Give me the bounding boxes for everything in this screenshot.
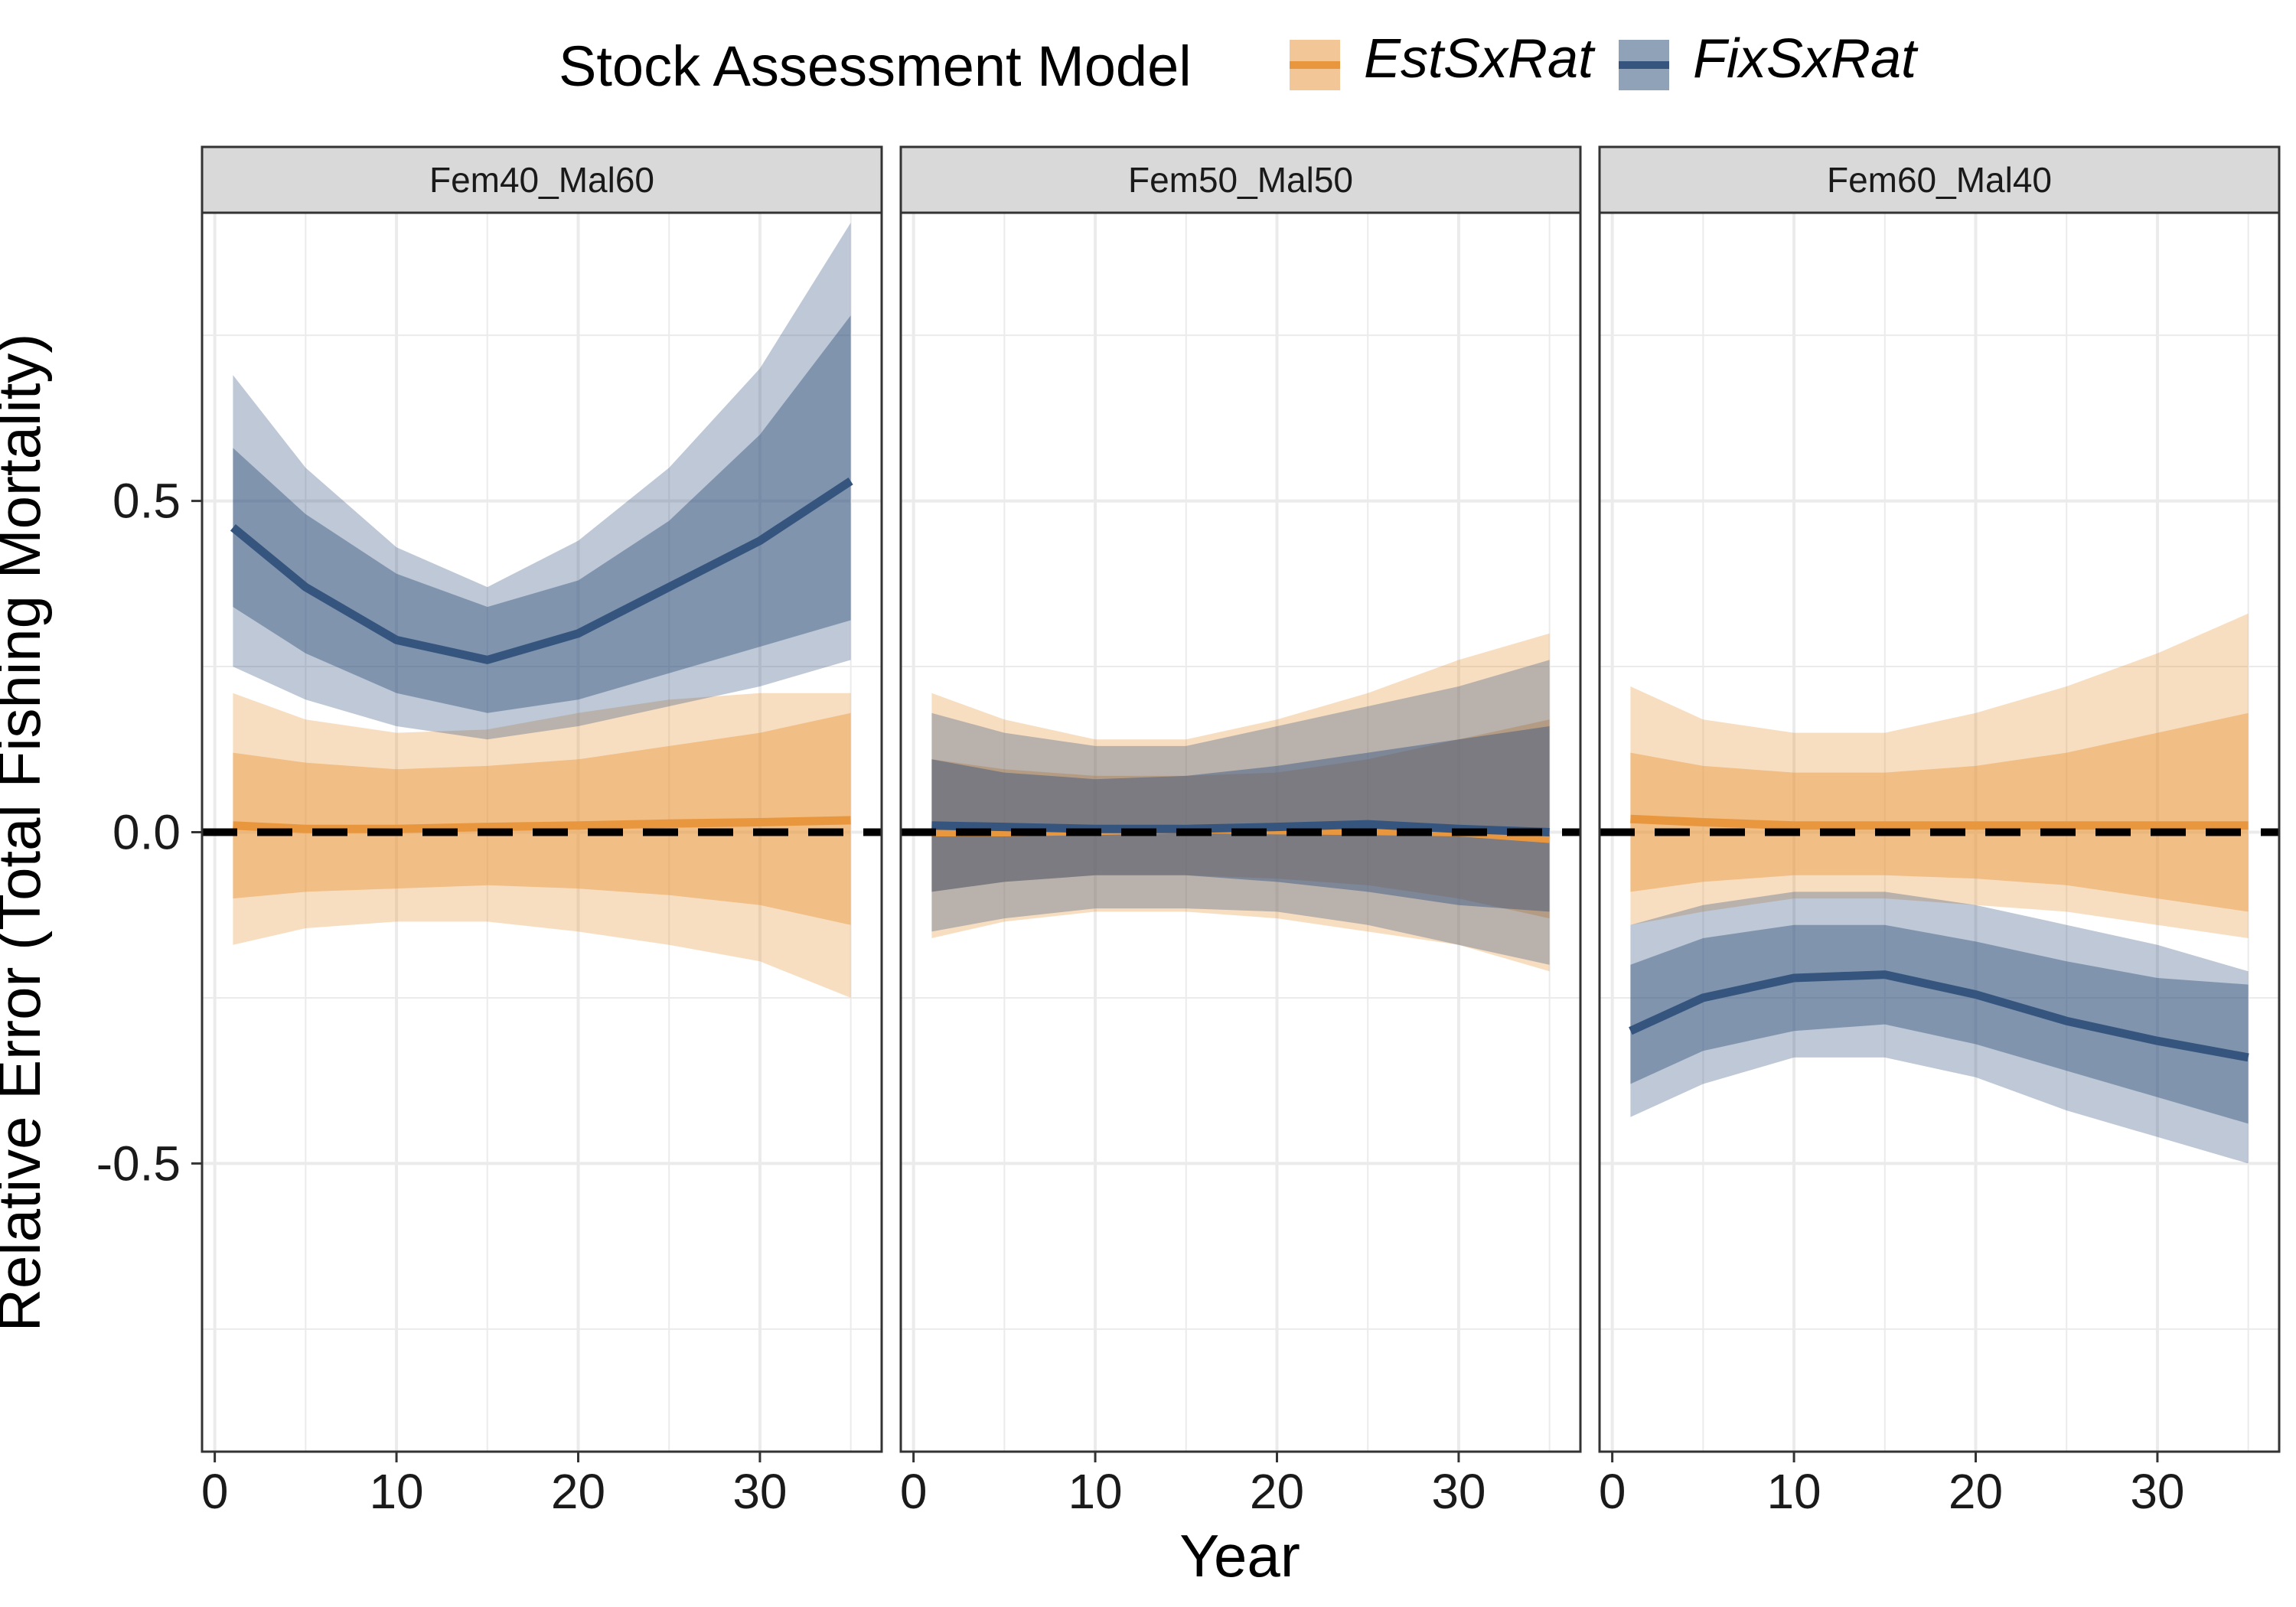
legend-line-estsxrat [1290,61,1340,69]
x-tick-label: 20 [1250,1464,1304,1519]
legend-label-estsxrat: EstSxRat [1364,28,1596,90]
facet-label: Fem40_Mal60 [429,160,654,200]
ribbon-inner-estsxrat [1630,712,2249,912]
y-tick-label: 0.5 [113,474,181,529]
median-line-fixsxrat [1629,970,2249,1062]
legend-title: Stock Assessment Model [559,34,1192,98]
median-line-estsxrat [1630,814,2249,830]
y-axis-title: Relative Error (Total Fishing Mortality) [0,334,53,1332]
median-line-fixsxrat [931,820,1550,836]
ribbon-inner-fixsxrat [1630,924,2249,1124]
x-tick-label: 30 [1431,1464,1486,1519]
ribbon-outer-estsxrat [931,633,1550,972]
x-tick-label: 10 [1068,1464,1122,1519]
ribbon-inner-estsxrat [233,712,851,925]
ribbon-outer-fixsxrat [233,223,851,740]
facet-strip [1598,145,2281,214]
legend-label-fixsxrat: FixSxRat [1693,28,1919,90]
x-axis-title: Year [1179,1522,1300,1589]
ribbon-outer-fixsxrat [931,660,1550,965]
panel: Fem50_Mal50 0 10 20 30 [899,145,1582,1519]
x-tick-label: 20 [551,1464,605,1519]
x-tick-label: 30 [2130,1464,2184,1519]
ribbon-inner-estsxrat [931,719,1550,919]
ribbon-inner-fixsxrat [931,726,1550,912]
y-tick-label: 0.0 [113,805,181,860]
panel: Fem60_Mal40 0 10 20 30 [1598,145,2281,1519]
y-tick-labels: -0.5 0.0 0.5 [96,474,202,1191]
facet-strip [899,145,1582,214]
ribbon-inner-fixsxrat [233,315,851,713]
legend-line-fixsxrat [1619,61,1669,69]
x-tick-label: 0 [201,1464,229,1519]
facet-label: Fem60_Mal40 [1827,160,2052,200]
x-tick-label: 20 [1949,1464,2003,1519]
ribbon-outer-fixsxrat [1630,892,2249,1164]
facet-label: Fem50_Mal50 [1128,160,1353,200]
y-tick-label: -0.5 [96,1136,181,1191]
legend: Stock Assessment Model EstSxRat FixSxRat [559,28,1919,98]
x-tick-label: 0 [1599,1464,1626,1519]
median-line-fixsxrat [230,478,853,664]
ribbon-outer-estsxrat [1630,613,2249,938]
ribbon-outer-estsxrat [233,693,851,998]
x-tick-label: 10 [1766,1464,1821,1519]
x-tick-label: 30 [732,1464,787,1519]
x-tick-label: 0 [900,1464,928,1519]
facet-strip [201,145,883,214]
panel: Fem40_Mal60 0 10 20 30 [201,145,883,1519]
x-tick-label: 10 [369,1464,423,1519]
